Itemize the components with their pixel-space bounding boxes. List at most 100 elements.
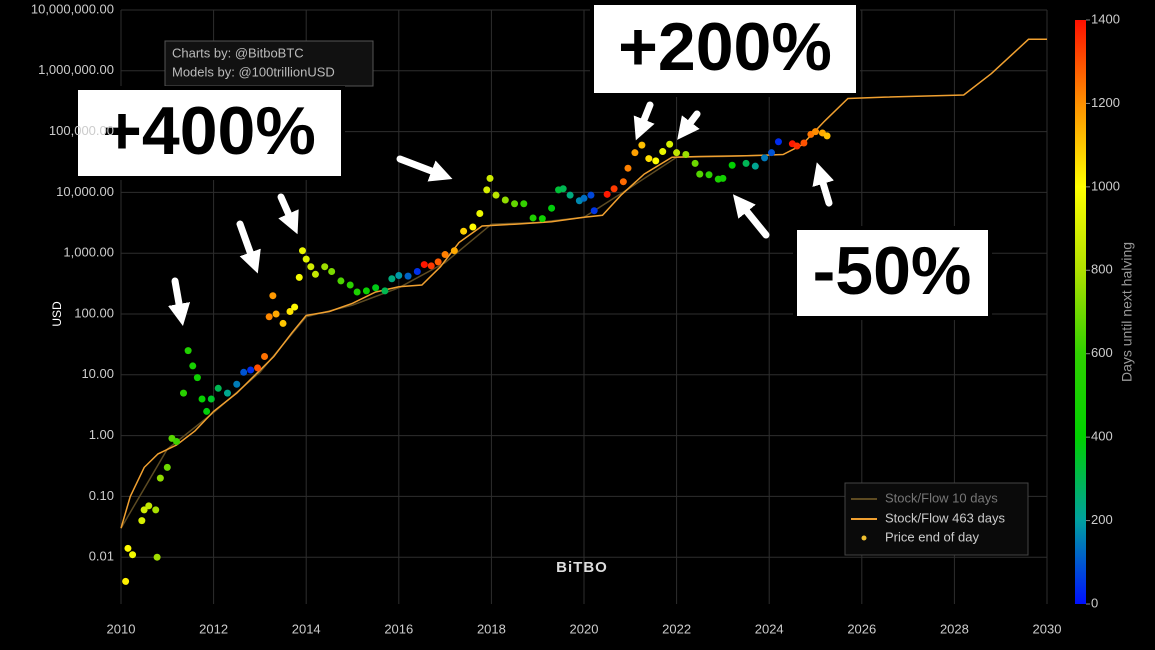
price-point xyxy=(728,161,736,169)
price-point xyxy=(761,154,769,162)
colorbar-tick-label: 600 xyxy=(1091,345,1113,360)
price-point xyxy=(476,209,484,217)
y-tick-label: 1,000.00 xyxy=(63,245,114,260)
price-point xyxy=(395,271,403,279)
arrow xyxy=(236,220,261,274)
price-point xyxy=(460,227,468,235)
price-point xyxy=(705,171,713,179)
callout-box xyxy=(793,226,992,320)
price-point xyxy=(666,140,674,148)
price-point xyxy=(198,395,206,403)
price-point xyxy=(140,506,148,514)
y-tick-label: 10,000.00 xyxy=(56,184,114,199)
callout-text: -50% xyxy=(813,233,972,309)
y-tick-label: 0.01 xyxy=(89,549,114,564)
sf-line xyxy=(120,38,1047,529)
x-tick-label: 2024 xyxy=(755,621,784,636)
price-point xyxy=(138,517,146,525)
price-point xyxy=(619,178,627,186)
arrow xyxy=(812,162,834,207)
price-point xyxy=(272,310,280,318)
price-point xyxy=(652,157,660,165)
price-point xyxy=(719,174,727,182)
price-point xyxy=(624,164,632,172)
price-point xyxy=(483,186,491,194)
price-point xyxy=(129,551,137,559)
price-point xyxy=(529,214,537,222)
callout-text: +400% xyxy=(102,93,316,169)
price-point xyxy=(372,284,380,292)
price-point xyxy=(645,155,653,163)
price-point xyxy=(189,362,197,370)
price-point xyxy=(203,407,211,415)
colorbar-title: Days until next halving xyxy=(1119,242,1135,382)
price-point xyxy=(353,288,361,296)
y-tick-label: 100.00 xyxy=(74,305,114,320)
price-point xyxy=(388,275,396,283)
price-point xyxy=(207,395,215,403)
colorbar xyxy=(1075,20,1086,604)
callout-box xyxy=(590,1,860,97)
price-point xyxy=(631,149,639,157)
colorbar-tick-label: 1000 xyxy=(1091,178,1120,193)
colorbar-tick-label: 1400 xyxy=(1091,11,1120,26)
price-point xyxy=(638,141,646,149)
price-point xyxy=(295,273,303,281)
arrow xyxy=(633,101,655,141)
price-point xyxy=(520,200,528,208)
colorbar-tick-label: 200 xyxy=(1091,512,1113,527)
price-point xyxy=(163,463,171,471)
price-point xyxy=(501,196,509,204)
price-point xyxy=(337,277,345,285)
y-tick-label: 0.10 xyxy=(89,488,114,503)
credit: Models by: @100trillionUSD xyxy=(172,64,335,79)
price-point xyxy=(682,151,690,159)
price-point xyxy=(823,132,831,140)
credits: Charts by: @BitboBTC Models by: @100tril… xyxy=(164,40,374,87)
price-point xyxy=(193,374,201,382)
x-tick-label: 2026 xyxy=(847,621,876,636)
y-axis-label: USD xyxy=(50,301,64,327)
sf-line xyxy=(120,154,770,529)
x-tick-label: 2022 xyxy=(662,621,691,636)
price-point xyxy=(590,207,598,215)
price-point xyxy=(812,128,819,136)
legend-marker xyxy=(861,535,867,541)
price-point xyxy=(793,142,801,150)
y-tick-label: 100,000.00 xyxy=(49,123,114,138)
price-point xyxy=(511,200,519,208)
x-tick-label: 2010 xyxy=(107,621,136,636)
legend: Stock/Flow 10 days Stock/Flow 463 days P… xyxy=(844,482,1029,556)
watermark: BiTBO xyxy=(556,559,608,576)
price-point xyxy=(233,380,241,388)
price-point xyxy=(413,268,421,276)
price-point xyxy=(279,319,287,327)
price-point xyxy=(404,272,412,280)
price-point xyxy=(265,313,273,321)
y-tick-label: 1.00 xyxy=(89,427,114,442)
plot-area xyxy=(120,38,1047,585)
arrow xyxy=(396,155,453,182)
y-tick-label: 10,000,000.00 xyxy=(31,1,114,16)
price-point xyxy=(298,247,306,255)
price-point xyxy=(311,270,319,278)
price-point xyxy=(346,281,354,289)
price-point xyxy=(307,263,315,271)
price-point xyxy=(254,364,262,372)
callout-text: +200% xyxy=(618,9,832,85)
y-tick-label: 1,000,000.00 xyxy=(38,62,114,77)
credit: Charts by: @BitboBTC xyxy=(172,45,304,60)
price-point xyxy=(420,261,428,269)
x-tick-label: 2030 xyxy=(1033,621,1062,636)
price-point xyxy=(291,303,299,311)
x-tick-label: 2020 xyxy=(570,621,599,636)
y-tick-label: 10.00 xyxy=(81,366,114,381)
price-point xyxy=(696,170,704,178)
price-point xyxy=(691,159,699,167)
price-point xyxy=(328,268,336,276)
price-point xyxy=(768,149,776,157)
credits-box xyxy=(164,40,374,87)
price-point xyxy=(548,204,556,212)
arrow xyxy=(168,277,191,327)
